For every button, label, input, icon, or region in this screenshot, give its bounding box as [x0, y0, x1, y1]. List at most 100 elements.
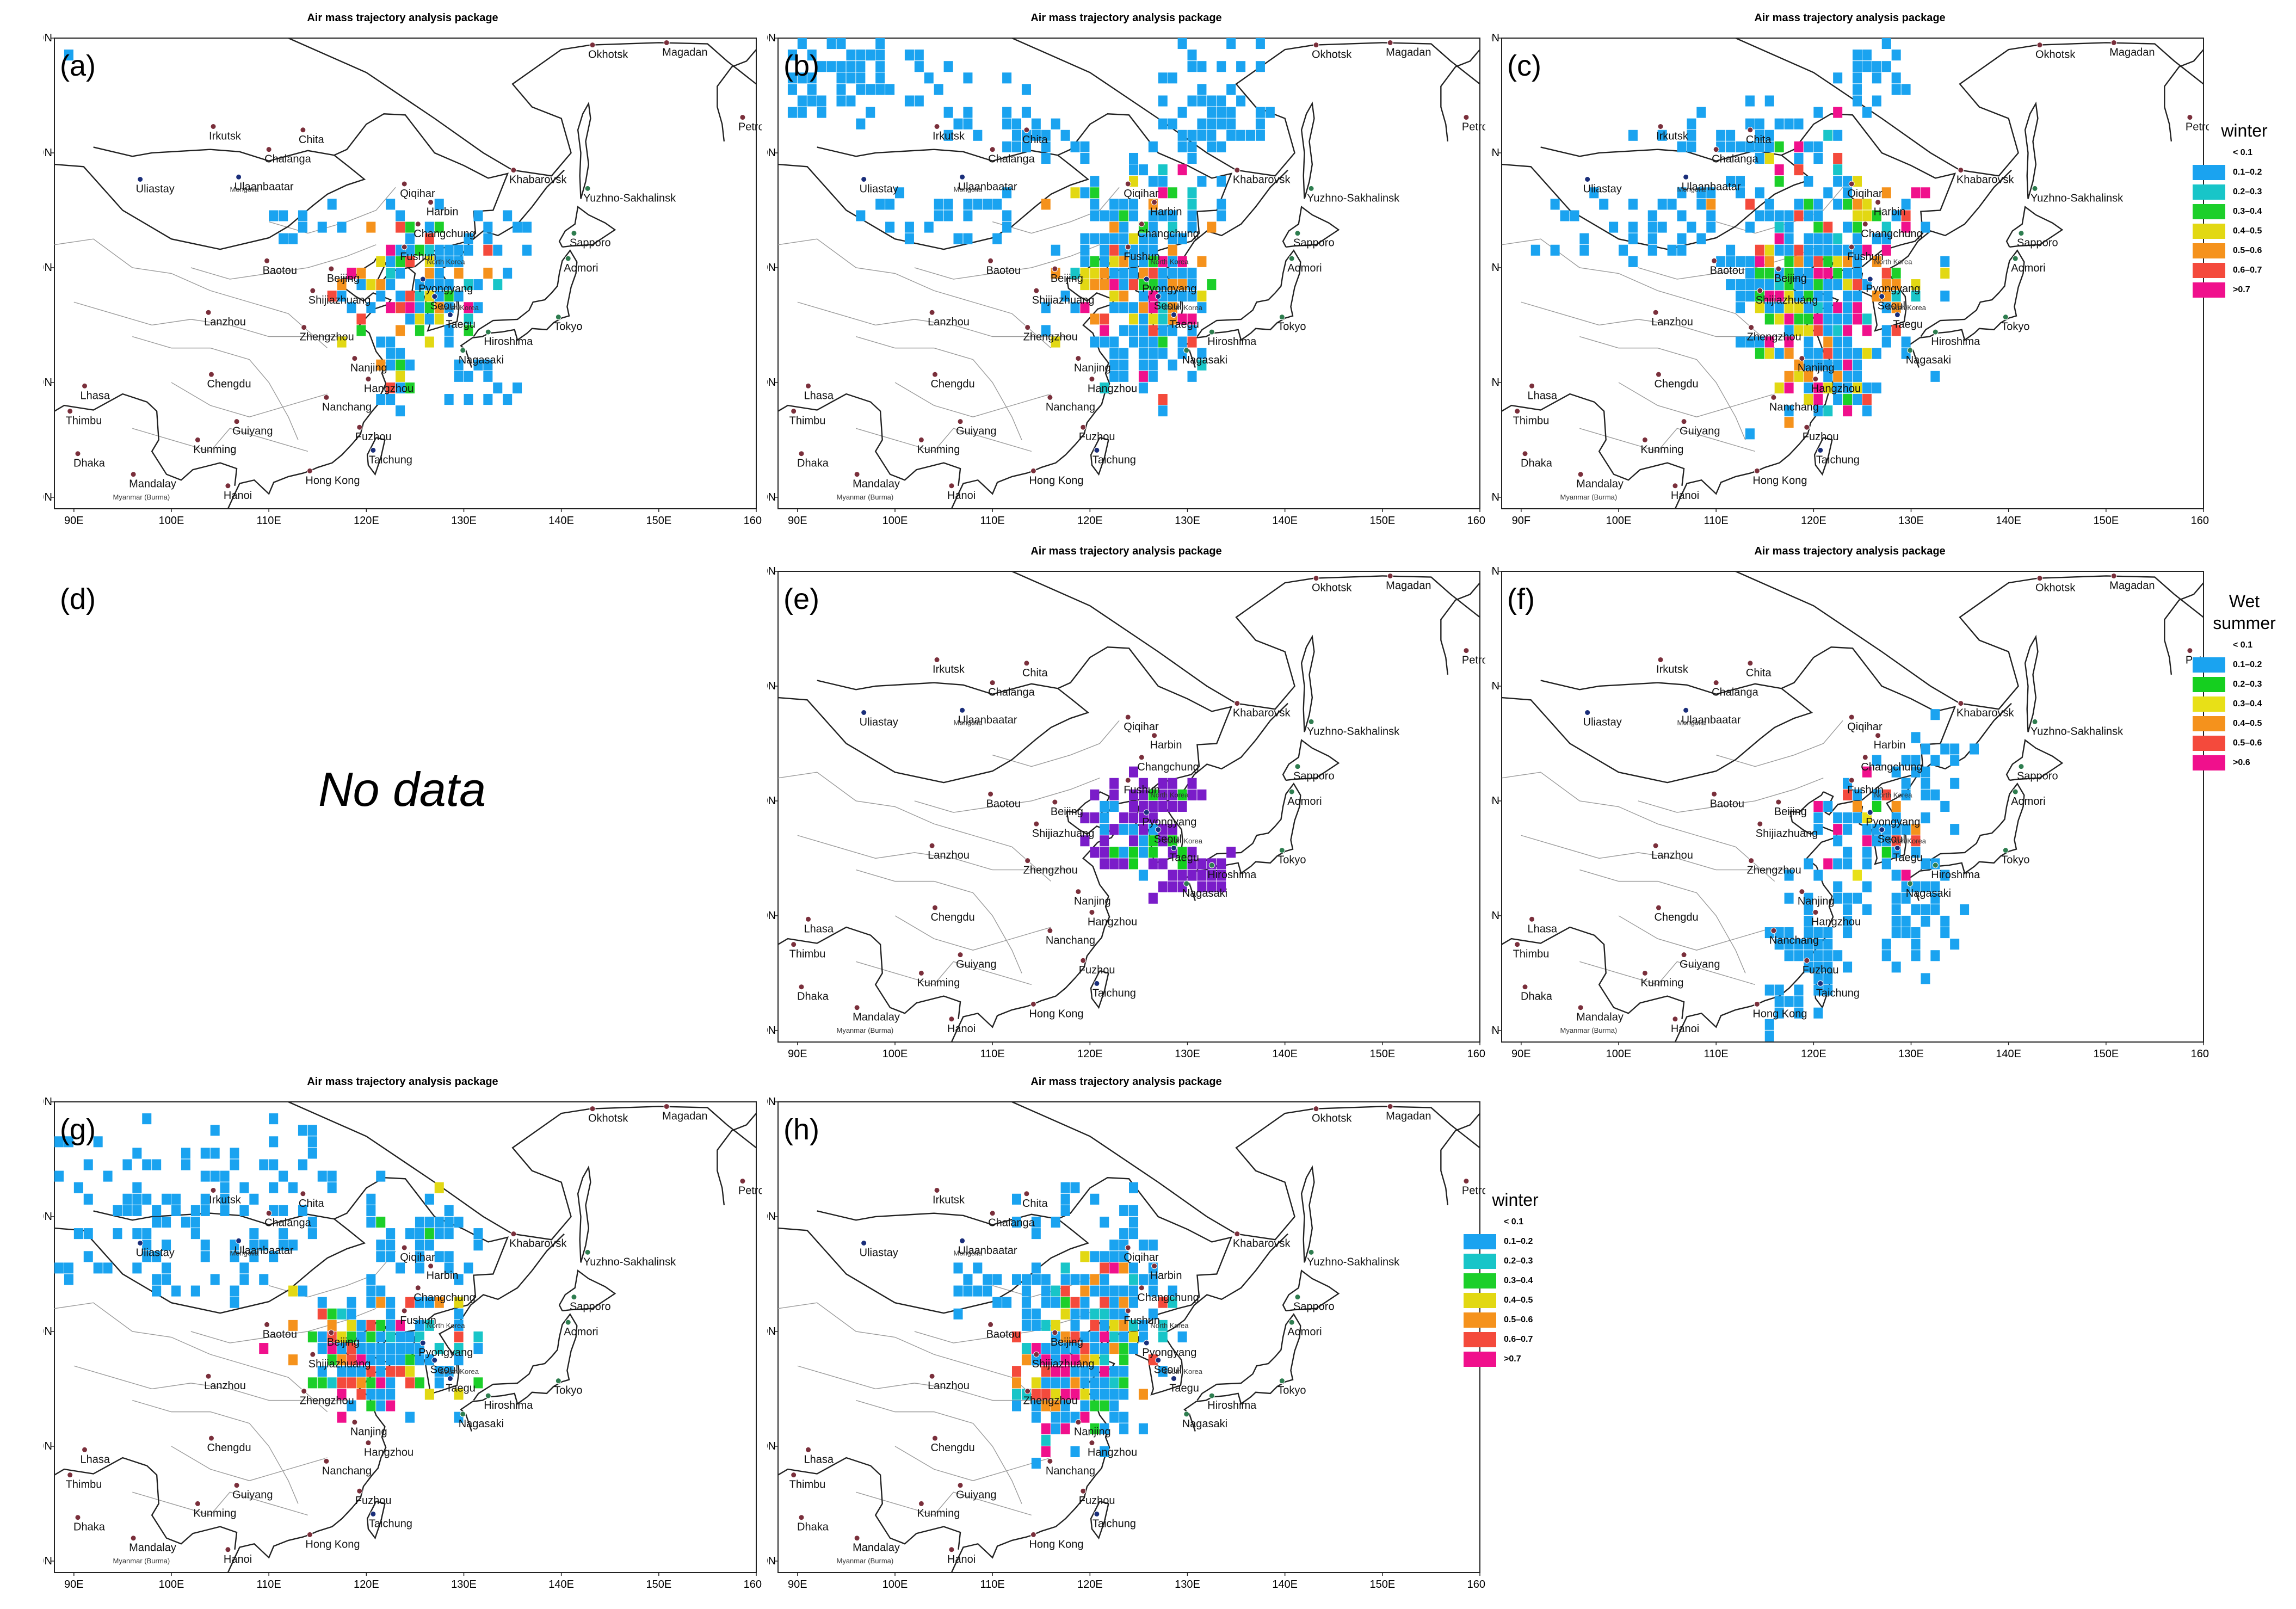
trajectory-cell — [1158, 164, 1168, 176]
trajectory-cell — [347, 1400, 356, 1411]
trajectory-cell — [1745, 336, 1755, 348]
coastline — [777, 926, 961, 1019]
trajectory-cell — [1138, 778, 1148, 789]
trajectory-cell — [366, 1366, 376, 1377]
trajectory-cell — [1774, 939, 1784, 950]
legend-label: 0.4–0.5 — [2233, 226, 2262, 236]
trajectory-cell — [415, 313, 424, 325]
city-marker-icon — [428, 1263, 434, 1269]
trajectory-cell — [1148, 1285, 1158, 1297]
trajectory-cell — [1823, 939, 1833, 950]
trajectory-cell — [288, 1182, 298, 1193]
trajectory-cell — [152, 1251, 162, 1262]
trajectory-cell — [1158, 835, 1168, 847]
trajectory-cell — [1745, 256, 1755, 267]
trajectory-cell — [866, 107, 875, 118]
city-marker-icon — [959, 174, 966, 180]
trajectory-cell — [424, 233, 434, 244]
trajectory-cell — [454, 1343, 464, 1354]
province-border — [73, 301, 347, 337]
trajectory-cell — [1930, 755, 1940, 766]
trajectory-cell — [1080, 256, 1090, 267]
city-label: Seoul — [1878, 834, 1905, 846]
trajectory-cell — [1012, 1389, 1022, 1400]
trajectory-cell — [396, 1331, 405, 1342]
trajectory-cell — [797, 38, 807, 50]
country-label: South Korea — [1887, 837, 1927, 845]
trajectory-cell — [122, 1205, 132, 1216]
trajectory-cell — [1041, 152, 1051, 164]
city-label: Petropavlovsk-Ka — [1462, 655, 1485, 667]
trajectory-cell — [1755, 152, 1764, 164]
trajectory-cell — [386, 199, 396, 210]
city-label: Beijing — [1051, 806, 1083, 818]
lon-tick-label: 140E — [548, 1579, 574, 1590]
city-marker-icon — [1170, 844, 1177, 851]
trajectory-cell — [396, 359, 405, 371]
city-marker-icon — [1522, 451, 1528, 457]
trajectory-cell — [288, 1354, 298, 1366]
city-marker-icon — [565, 1319, 571, 1326]
trajectory-cell — [1129, 1320, 1139, 1331]
trajectory-cell — [875, 38, 885, 50]
trajectory-cell — [1813, 279, 1823, 291]
trajectory-cell — [1090, 1193, 1100, 1205]
trajectory-cell — [386, 1389, 396, 1400]
trajectory-cell — [307, 1216, 317, 1228]
trajectory-cell — [1100, 1274, 1109, 1285]
city-marker-icon — [1279, 1378, 1285, 1384]
city-marker-icon — [210, 1187, 217, 1193]
trajectory-cell — [444, 394, 454, 405]
city-marker-icon — [1288, 788, 1295, 795]
trajectory-cell — [434, 221, 444, 233]
trajectory-cell — [1774, 176, 1784, 187]
trajectory-cell — [1100, 812, 1109, 824]
province-border — [1715, 720, 1843, 767]
city-label: Nagasaki — [1182, 1418, 1227, 1430]
trajectory-cell — [983, 1274, 992, 1285]
city-marker-icon — [1125, 244, 1131, 250]
city-label: Yuzhno-Sakhalinsk — [1307, 1256, 1400, 1268]
trajectory-cell — [963, 233, 973, 244]
trajectory-cell — [1158, 302, 1168, 313]
trajectory-cell — [1921, 187, 1930, 199]
coastline — [366, 437, 386, 476]
trajectory-cell — [1755, 141, 1764, 152]
trajectory-cell — [1764, 199, 1774, 210]
trajectory-cell — [1833, 199, 1843, 210]
legend-item: < 0.1 — [2193, 145, 2296, 161]
trajectory-cell — [1109, 778, 1119, 789]
trajectory-cell — [259, 1343, 269, 1354]
trajectory-cell — [1100, 279, 1109, 291]
city-marker-icon — [934, 1187, 940, 1193]
trajectory-cell — [1726, 176, 1736, 187]
trajectory-cell — [1109, 1285, 1119, 1297]
trajectory-cell — [1881, 187, 1891, 199]
trajectory-cell — [1784, 302, 1794, 313]
trajectory-cell — [1031, 1262, 1041, 1274]
trajectory-cell — [444, 256, 454, 267]
trajectory-cell — [1774, 996, 1784, 1007]
trajectory-cell — [1177, 847, 1187, 858]
map-panel-c: Air mass trajectory analysis package (c)… — [1491, 11, 2209, 533]
coastline — [366, 1501, 386, 1540]
trajectory-cell — [1148, 858, 1158, 870]
trajectory-cell — [1804, 210, 1813, 221]
city-label: Sapporo — [1293, 770, 1335, 782]
trajectory-cell — [1041, 302, 1051, 313]
trajectory-cell — [1158, 72, 1168, 84]
trajectory-cell — [1745, 141, 1755, 152]
trajectory-cell — [1823, 313, 1833, 325]
city-marker-icon — [1757, 821, 1763, 827]
city-label: Thimbu — [789, 415, 826, 427]
trajectory-cell — [1843, 892, 1853, 904]
city-label: Khabarovsk — [1956, 707, 2015, 719]
trajectory-cell — [1158, 800, 1168, 812]
city-marker-icon — [1804, 957, 1810, 964]
trajectory-cell — [1881, 847, 1891, 858]
city-label: Okhotsk — [1312, 1113, 1352, 1125]
trajectory-cell — [856, 118, 866, 130]
city-marker-icon — [67, 1472, 73, 1478]
coastline — [227, 278, 392, 509]
city-label: Chalanga — [988, 687, 1035, 699]
